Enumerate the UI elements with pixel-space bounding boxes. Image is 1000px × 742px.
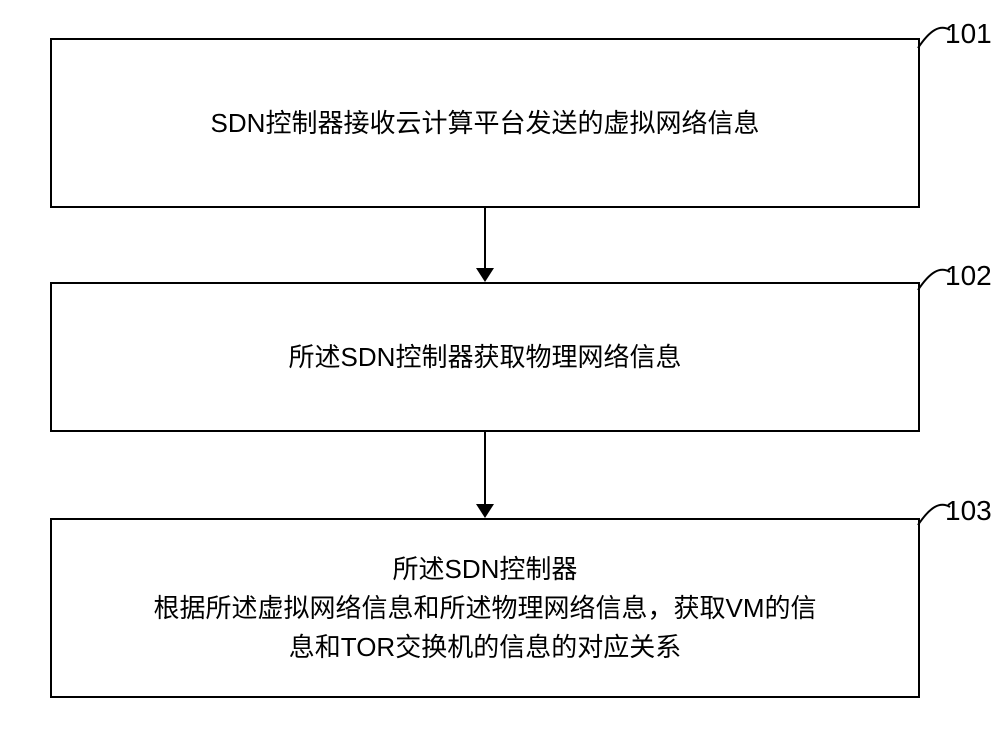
leader-103 [0,0,1000,742]
